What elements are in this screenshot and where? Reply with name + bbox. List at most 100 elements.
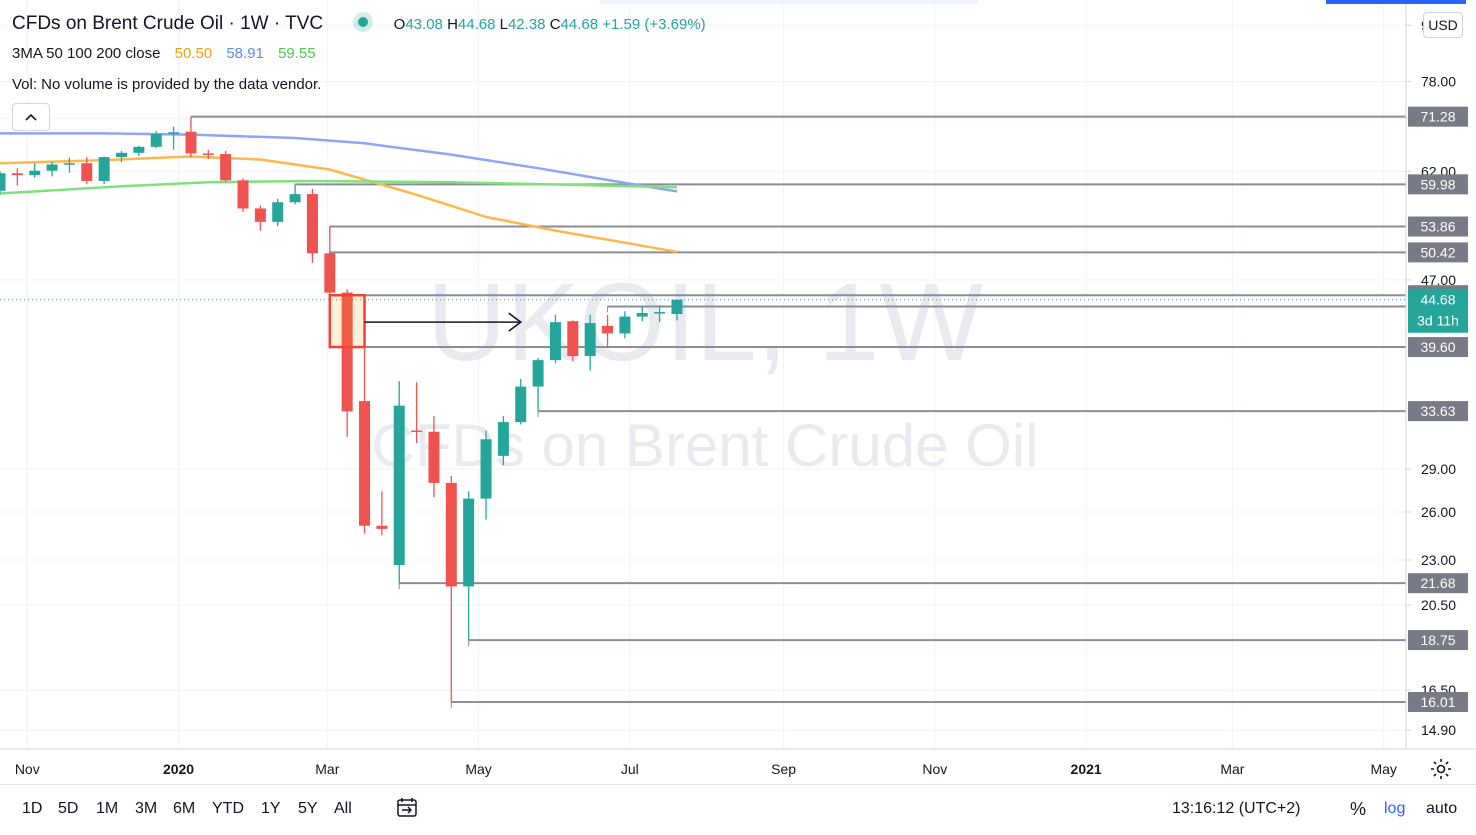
candle-body: [532, 360, 544, 387]
chevron-up-icon: [25, 113, 37, 121]
candle: [168, 126, 180, 150]
horizontal-levels: [0, 115, 1406, 708]
timeframe-all-button[interactable]: All: [334, 800, 352, 817]
candle: [341, 289, 353, 437]
candle-body: [671, 299, 683, 315]
time-tick-label: 2021: [1071, 761, 1102, 777]
candle: [202, 149, 214, 159]
top-toolbar-remnant: [600, 0, 978, 4]
candle: [46, 161, 58, 177]
timeframe-1y-button[interactable]: 1Y: [261, 800, 281, 817]
candle-body: [168, 132, 180, 134]
price-tick-label: 47.00: [1421, 272, 1456, 288]
candle-body: [254, 208, 266, 222]
auto-scale-toggle[interactable]: auto: [1426, 800, 1458, 817]
level-label-box: [1408, 401, 1468, 422]
candle: [306, 188, 318, 263]
price-chart[interactable]: UKOIL, 1W CFDs on Brent Crude Oil 90.007…: [0, 0, 1476, 784]
level-label-box: [1408, 337, 1468, 358]
timeframe-5d-button[interactable]: 5D: [58, 800, 79, 817]
level-label: 21.68: [1420, 575, 1455, 591]
candle: [220, 151, 232, 182]
gear-icon[interactable]: [1429, 757, 1453, 781]
candle-body: [237, 180, 249, 209]
candle: [411, 382, 423, 444]
ma-legend[interactable]: 3MA 50 100 200 close 50.50 58.91 59.55: [12, 45, 316, 62]
candle: [359, 347, 371, 534]
ma50-value: 50.50: [174, 45, 213, 62]
drawings: [328, 293, 523, 349]
ma-line: [0, 132, 678, 193]
candle-body: [567, 321, 579, 357]
level-label: 18.75: [1420, 632, 1455, 648]
calendar-goto-icon[interactable]: [396, 797, 418, 819]
candle: [98, 156, 110, 185]
timeframe-3m-button[interactable]: 3M: [135, 800, 158, 817]
price-tick-label: 23.00: [1421, 552, 1456, 568]
candle-body: [636, 312, 648, 317]
price-tick-label: 20.50: [1421, 597, 1456, 613]
candle: [497, 416, 509, 466]
candle-body: [0, 173, 6, 191]
clock-timezone[interactable]: 13:16:12 (UTC+2): [1172, 800, 1301, 817]
level-label: 71.28: [1420, 109, 1455, 125]
currency-button[interactable]: USD: [1423, 12, 1463, 38]
candle-body: [306, 194, 318, 254]
candle: [549, 314, 561, 364]
time-tick-label: Nov: [15, 761, 40, 777]
timeframe-1m-button[interactable]: 1M: [96, 800, 119, 817]
price-tick-label: 78.00: [1421, 73, 1456, 89]
symbol-title[interactable]: CFDs on Brent Crude Oil · 1W · TVC: [12, 13, 324, 34]
watermark-description: CFDs on Brent Crude Oil: [372, 412, 1039, 479]
candle: [11, 168, 23, 186]
candle-body: [463, 498, 475, 587]
candle-body: [549, 322, 561, 361]
level-label: 59.98: [1420, 176, 1455, 192]
ma-label: 3MA 50 100 200 close: [12, 45, 161, 62]
candle-body: [445, 482, 457, 587]
percent-scale-toggle[interactable]: %: [1350, 799, 1367, 819]
last-price-box: [1408, 288, 1468, 333]
ma100-value: 58.91: [226, 45, 264, 62]
zone-rectangle: [328, 293, 366, 349]
candle-body: [480, 439, 492, 499]
time-tick-label: Sep: [771, 761, 796, 777]
level-label-box: [1408, 630, 1468, 651]
candle-body: [584, 323, 596, 357]
timeframe-5y-button[interactable]: 5Y: [298, 800, 318, 817]
collapse-legend-button[interactable]: [12, 103, 50, 131]
candle: [0, 171, 6, 195]
timeframe-ytd-button[interactable]: YTD: [212, 800, 244, 817]
candle-body: [133, 146, 145, 153]
candle: [671, 299, 683, 321]
ma-line: [0, 179, 678, 195]
candle-body: [46, 164, 58, 171]
log-scale-toggle[interactable]: log: [1384, 800, 1406, 817]
level-label: 53.86: [1420, 219, 1455, 235]
candle-body: [289, 194, 301, 203]
timeframe-1d-button[interactable]: 1D: [22, 800, 43, 817]
candle-body: [497, 422, 509, 456]
candle: [150, 131, 162, 149]
level-label: 16.01: [1420, 694, 1455, 710]
candle-body: [98, 157, 110, 181]
candle-body: [515, 386, 527, 423]
candle-body: [272, 202, 284, 222]
price-tick-label: 29.00: [1421, 461, 1456, 477]
candle-body: [220, 154, 232, 181]
candle: [324, 226, 336, 296]
arrow-head: [508, 312, 523, 332]
candle: [567, 320, 579, 362]
candle: [376, 491, 388, 536]
level-label-box: [1408, 242, 1468, 263]
candle-body: [202, 153, 214, 155]
candle: [116, 151, 128, 162]
candle-body: [376, 525, 388, 529]
candle: [29, 163, 41, 178]
candle: [515, 379, 527, 425]
candle-body: [341, 292, 353, 412]
candle-body: [29, 170, 41, 176]
candle-body: [116, 152, 128, 158]
candle: [619, 311, 631, 339]
timeframe-6m-button[interactable]: 6M: [173, 800, 196, 817]
